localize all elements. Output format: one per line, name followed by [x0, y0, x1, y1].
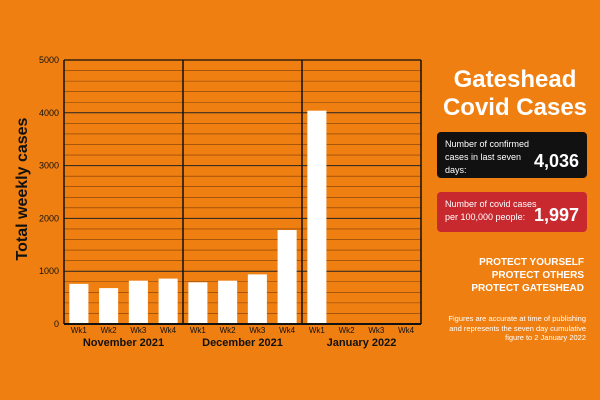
footnote: Figures are accurate at time of publishi…	[448, 314, 586, 342]
x-tick-label: Wk4	[279, 326, 296, 335]
chart-bars	[69, 110, 327, 324]
x-tick-label: Wk2	[220, 326, 237, 335]
slogan-line-3: PROTECT GATESHEAD	[471, 283, 584, 294]
per-100k-value: 1,997	[533, 205, 579, 225]
y-tick-label: 3000	[39, 161, 59, 171]
title-line-1: Gateshead	[453, 66, 577, 93]
bar	[128, 280, 148, 324]
x-tick-label: Wk2	[339, 326, 356, 335]
protect-slogan: PROTECT YOURSELF PROTECT OTHERS PROTECT …	[440, 256, 584, 295]
x-tick-label: Wk3	[368, 326, 385, 335]
x-tick-label: Wk4	[398, 326, 415, 335]
confirmed-cases-box: Number of confirmed cases in last seven …	[437, 132, 587, 178]
bar	[99, 288, 119, 324]
bar	[247, 274, 267, 324]
bar	[69, 283, 89, 324]
per-100k-label: Number of covid cases per 100,000 people…	[445, 199, 537, 222]
x-tick-label: Wk3	[249, 326, 266, 335]
y-tick-label: 4000	[39, 108, 59, 118]
title-line-2: Covid Cases	[442, 94, 588, 121]
bar	[218, 280, 238, 324]
y-tick-label: 0	[54, 319, 59, 329]
bar	[277, 230, 297, 324]
group-label: November 2021	[83, 337, 164, 349]
chart-grid	[64, 59, 421, 325]
slogan-line-1: PROTECT YOURSELF	[479, 257, 584, 268]
group-label: December 2021	[202, 337, 283, 349]
x-tick-label: Wk1	[190, 326, 207, 335]
x-tick-label: Wk2	[101, 326, 118, 335]
y-tick-label: 5000	[39, 55, 59, 65]
confirmed-cases-label: Number of confirmed cases in last seven …	[445, 139, 530, 175]
weekly-cases-chart: 0 1000 2000 3000 4000 5000 Wk1 Wk2 Wk3 Wk4 Novembe…	[39, 55, 422, 349]
bar	[188, 282, 208, 324]
group-label: January 2022	[327, 337, 397, 349]
x-tick-label: Wk4	[160, 326, 177, 335]
y-tick-label: 1000	[39, 266, 59, 276]
confirmed-cases-value: 4,036	[533, 151, 579, 171]
bar	[307, 110, 327, 324]
page-title: Gateshead Covid Cases	[440, 66, 590, 122]
slogan-line-2: PROTECT OTHERS	[491, 270, 584, 281]
y-axis-label: Total weekly cases	[14, 117, 31, 261]
x-tick-label: Wk1	[309, 326, 326, 335]
x-tick-label: Wk3	[130, 326, 147, 335]
bar	[158, 278, 178, 324]
chart-axes	[63, 59, 422, 325]
chart-labels: 0 1000 2000 3000 4000 5000 Wk1 Wk2 Wk3 Wk4 Novembe…	[39, 55, 415, 349]
per-100k-box: Number of covid cases per 100,000 people…	[437, 192, 587, 232]
y-tick-label: 2000	[39, 213, 59, 223]
x-tick-label: Wk1	[71, 326, 88, 335]
